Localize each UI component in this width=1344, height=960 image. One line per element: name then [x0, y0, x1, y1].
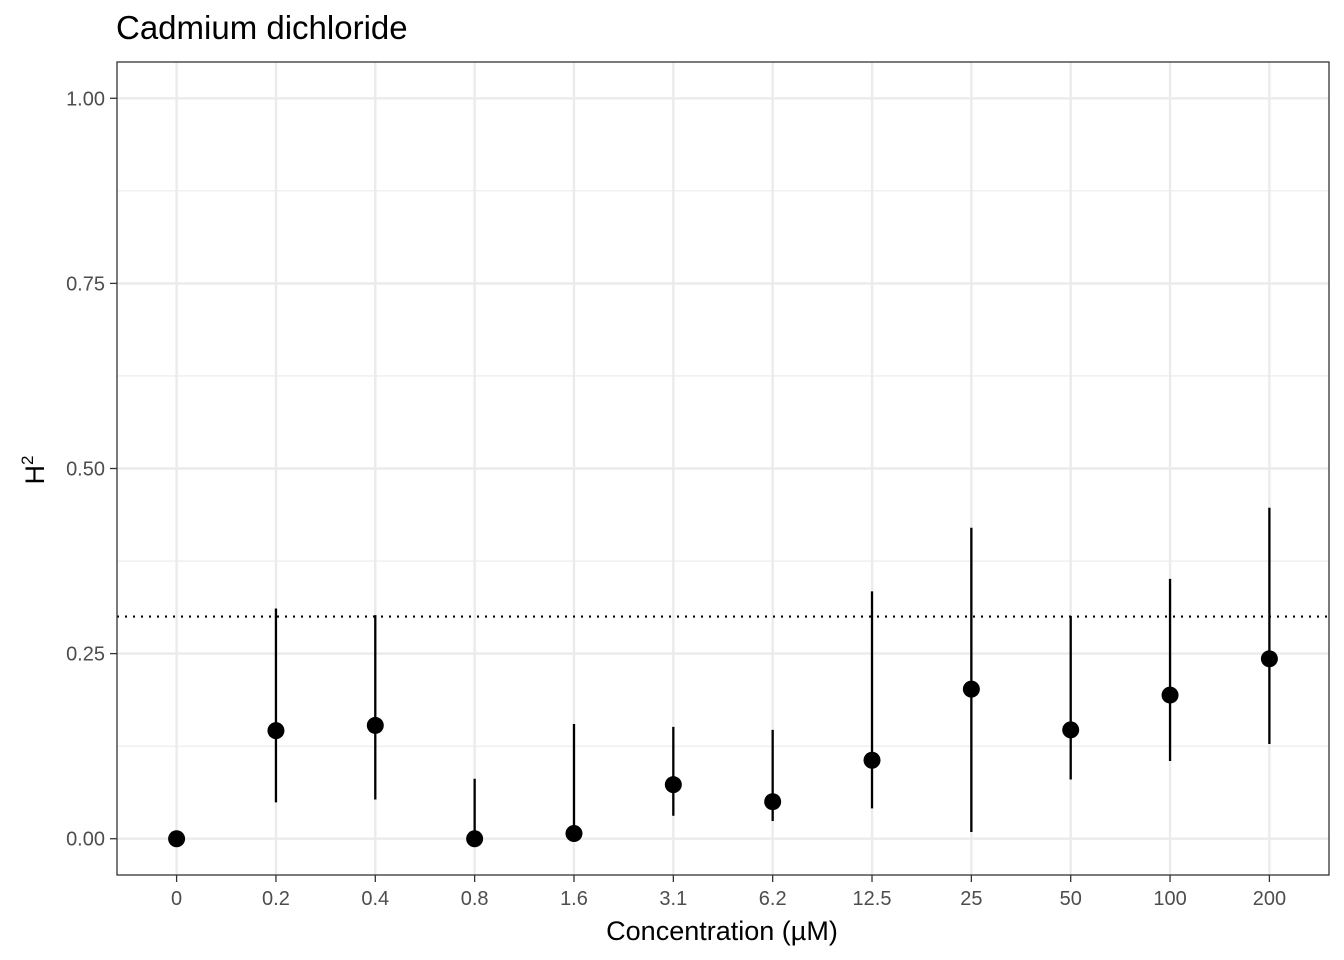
data-point [267, 722, 285, 740]
data-point [1161, 686, 1179, 704]
axes: 0.00 0.25 0.50 0.75 1.00 0 0.2 0.4 0.8 1.6 3.1 6.2 1… [66, 88, 1286, 910]
y-axis-title-main: H [20, 465, 50, 485]
y-tick-label: 0.75 [66, 273, 105, 295]
x-tick-label: 0.4 [361, 888, 389, 910]
chart-title: Cadmium dichloride [116, 9, 408, 46]
x-tick-label: 200 [1253, 888, 1286, 910]
x-tick-label: 1.6 [560, 888, 588, 910]
x-tick-label: 3.1 [659, 888, 687, 910]
x-tick-label: 12.5 [853, 888, 892, 910]
data-point [565, 825, 583, 843]
y-tick-label: 0.25 [66, 644, 105, 666]
y-tick-label: 1.00 [66, 88, 105, 110]
data-point [1260, 650, 1278, 668]
data-point [863, 751, 881, 769]
y-tick-label: 0.50 [66, 459, 105, 481]
y-tick-label: 0.00 [66, 829, 105, 851]
x-tick-label: 100 [1153, 888, 1186, 910]
x-tick-label: 0.8 [461, 888, 489, 910]
x-tick-label: 0.2 [262, 888, 290, 910]
x-tick-label: 25 [960, 888, 982, 910]
y-axis-title-superscript: 2 [18, 456, 37, 465]
x-tick-label: 50 [1060, 888, 1082, 910]
data-points [168, 650, 1278, 848]
error-bars [274, 507, 1271, 839]
grid [117, 62, 1329, 875]
data-point [168, 830, 186, 848]
x-tick-label: 6.2 [759, 888, 787, 910]
data-point [962, 680, 980, 698]
data-point [1062, 721, 1080, 739]
x-axis-title: Concentration (µM) [606, 916, 838, 946]
data-point [466, 830, 484, 848]
x-tick-label: 0 [171, 888, 182, 910]
data-point [664, 776, 682, 794]
y-axis-title: H2 [18, 456, 50, 485]
data-point [764, 793, 782, 811]
data-point [366, 716, 384, 734]
